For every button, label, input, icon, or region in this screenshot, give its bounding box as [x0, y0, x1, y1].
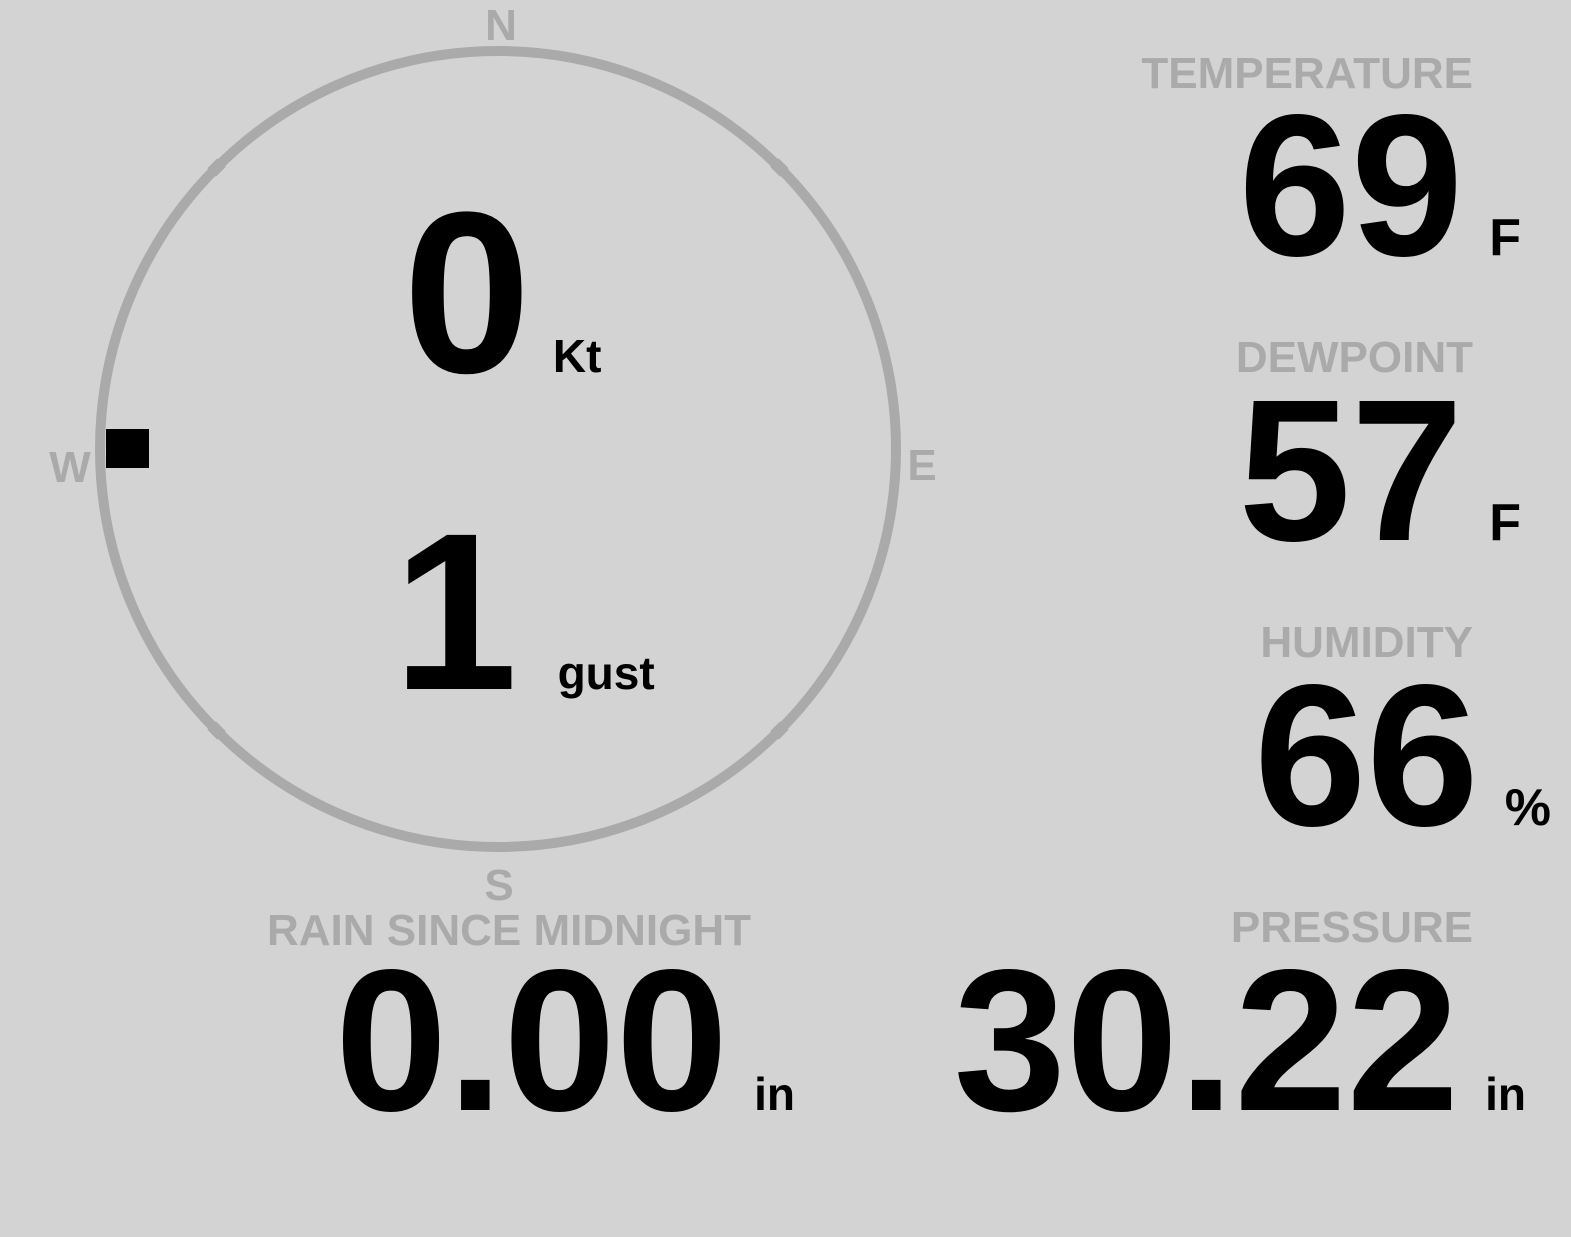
wind-speed-unit: Kt — [552, 330, 602, 382]
pressure-value: 30.22 — [953, 927, 1460, 1153]
rain-value: 0.00 — [335, 927, 729, 1153]
wind-gust-unit: gust — [557, 647, 655, 699]
wind-speed-value: 0 — [403, 164, 531, 421]
humidity-unit: % — [1504, 779, 1551, 837]
humidity-reading: 66 % — [1254, 654, 1551, 856]
wind-gust: 1 gust — [393, 500, 655, 724]
pressure-unit: in — [1485, 1068, 1526, 1120]
dewpoint-reading: 57 F — [1239, 369, 1521, 571]
dewpoint-unit: F — [1489, 494, 1521, 552]
dewpoint-value: 57 — [1238, 357, 1464, 583]
temperature-reading: 69 F — [1239, 84, 1521, 286]
compass-tick — [770, 158, 789, 177]
pressure-label: PRESSURE — [1230, 903, 1473, 952]
temperature-unit: F — [1489, 209, 1521, 267]
temperature-label: TEMPERATURE — [1141, 49, 1473, 98]
compass-tick — [770, 721, 789, 740]
compass-label-s: S — [484, 861, 513, 910]
humidity-value: 66 — [1254, 642, 1479, 868]
compass-label-w: W — [49, 443, 91, 492]
compass-tick — [207, 721, 226, 740]
compass-ring — [95, 46, 901, 852]
temperature-value: 69 — [1238, 72, 1464, 298]
humidity-label: HUMIDITY — [1260, 618, 1473, 667]
dewpoint-label: DEWPOINT — [1235, 333, 1473, 382]
rain-reading: 0.00 in — [335, 939, 795, 1141]
compass-tick — [207, 158, 226, 177]
wind-gust-value: 1 — [393, 487, 518, 737]
pressure-reading: 30.22 in — [954, 939, 1526, 1141]
compass-label-e: E — [907, 441, 936, 490]
compass-label-n: N — [485, 1, 517, 50]
rain-unit: in — [754, 1068, 796, 1120]
wind-direction-marker — [106, 429, 149, 468]
rain-label: RAIN SINCE MIDNIGHT — [267, 906, 751, 955]
wind-speed: 0 Kt — [403, 178, 601, 408]
